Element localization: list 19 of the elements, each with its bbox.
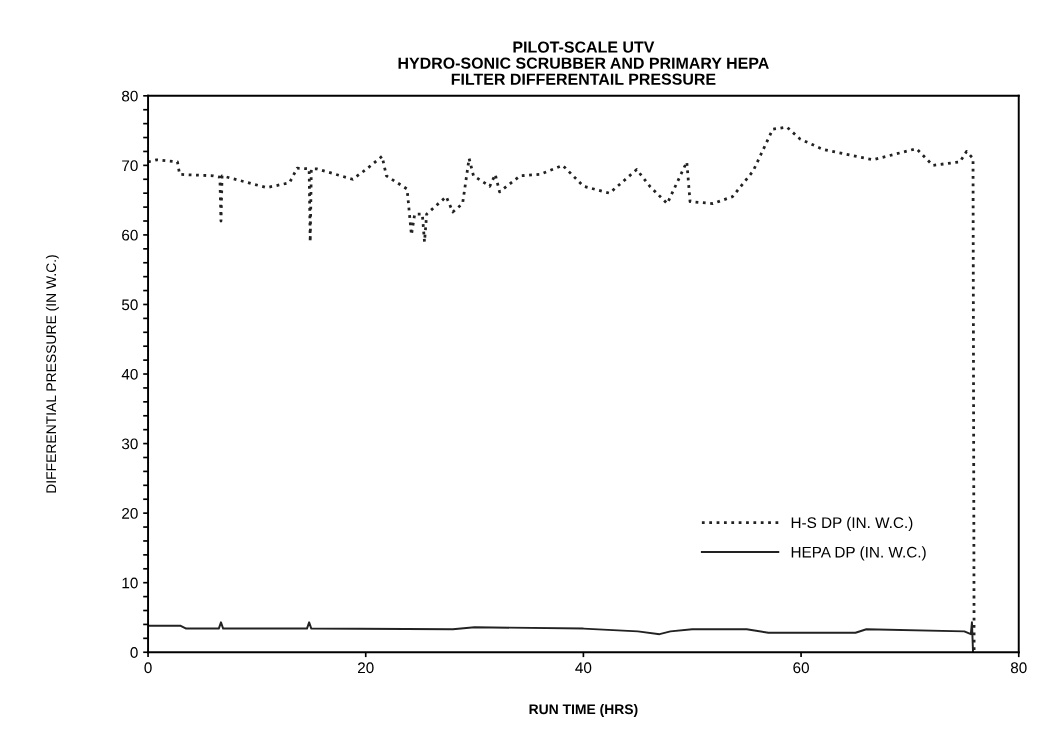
y-tick-label: 10: [122, 577, 138, 589]
y-tick-label: 0: [130, 647, 138, 658]
x-tick-label: 60: [793, 662, 809, 674]
x-tick-label: 20: [358, 662, 374, 674]
y-tick-label: 30: [121, 438, 138, 450]
legend-label: HEPA DP (IN. W.C.): [791, 546, 926, 561]
y-axis-title: DIFFERENTIAL PRESSURE (IN W.C.): [45, 255, 59, 493]
y-tick-label: 20: [122, 508, 138, 519]
x-tick-label: 40: [575, 662, 592, 674]
x-tick-label: 0: [144, 662, 152, 674]
chart-title: PILOT-SCALE UTV HYDRO-SONIC SCRUBBER AND PRIMARY HEPA FILTER DIFFERENTAIL PRESSURE: [398, 41, 769, 85]
y-tick-label: 70: [122, 160, 138, 172]
x-tick-label: 80: [1010, 662, 1027, 674]
y-tick-label: 50: [121, 299, 138, 311]
x-axis-title: RUN TIME (HRS): [529, 703, 638, 717]
y-tick-label: 60: [122, 229, 138, 241]
y-tick-label: 40: [121, 368, 138, 380]
legend-label: H-S DP (IN. W.C.): [791, 516, 913, 532]
y-tick-label: 80: [122, 90, 138, 102]
